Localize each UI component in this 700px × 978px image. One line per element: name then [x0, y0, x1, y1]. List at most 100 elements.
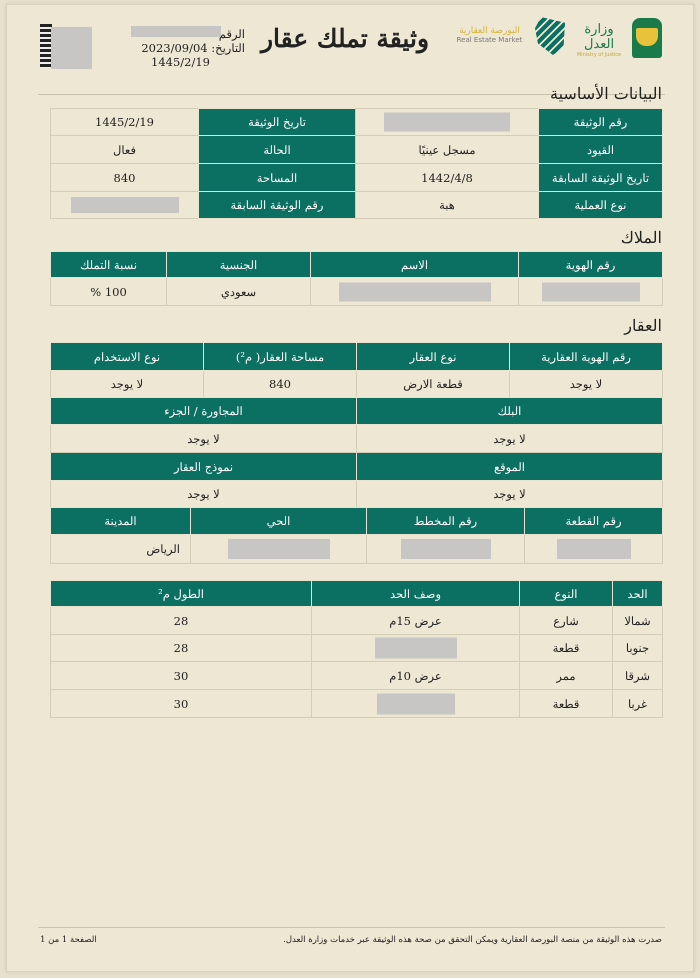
cell-length: 28 [50, 606, 312, 635]
header-description: وصف الحد [311, 580, 520, 607]
cell-description: عرض 15م [311, 606, 520, 635]
header-type: النوع [519, 580, 613, 607]
owner-id [518, 277, 663, 306]
header-length: الطول م² [50, 580, 312, 607]
value-prev-doc-number [50, 191, 199, 219]
date-gregorian: 2023/09/04 [141, 41, 208, 55]
section-title-owners: الملاك [620, 228, 662, 247]
footer-note: صدرت هذه الوثيقة من منصة البورصة العقاري… [283, 935, 662, 945]
cell-boundary: شرقا [612, 661, 663, 690]
value-neighbor-part: لا يوجد [50, 424, 357, 453]
table-row: الرياض [50, 534, 663, 564]
redacted-qr [51, 27, 92, 69]
value-property-id: لا يوجد [509, 370, 663, 398]
label-status: الحالة [198, 135, 356, 164]
table-row: رقم الوثيقة تاريخ الوثيقة 1445/2/19 [50, 108, 663, 136]
header-location: الموقع [356, 452, 663, 481]
value-property-type: قطعة الارض [356, 370, 510, 398]
table-header-row: الموقع نموذج العقار [50, 452, 663, 481]
table-header-row: رقم الهوية الاسم الجنسية نسبة التملك [50, 251, 663, 278]
header-nationality: الجنسية [166, 251, 311, 278]
table-row: لا يوجد قطعة الارض 840 لا يوجد [50, 370, 663, 398]
value-location: لا يوجد [356, 480, 663, 508]
value-doc-date: 1445/2/19 [50, 108, 199, 136]
date-hijri: 1445/2/19 [151, 55, 210, 69]
value-prev-doc-date: 1442/4/8 [355, 163, 539, 192]
value-restrictions: مسجل عينيًا [355, 135, 539, 164]
property-table-3: رقم القطعة رقم المخطط الحي المدينة الرياض [50, 507, 663, 564]
header-city: المدينة [50, 507, 191, 535]
cell-type: قطعة [519, 689, 613, 718]
owner-name [310, 277, 519, 306]
header-divider [38, 94, 665, 95]
cell-length: 30 [50, 661, 312, 690]
ministry-logo: وزارة العدل Ministry of Justice [576, 22, 622, 58]
label-doc-number: رقم الوثيقة [538, 108, 663, 136]
footer-divider [38, 927, 665, 928]
header-block: البلك [356, 397, 663, 425]
table-row: نوع العملية هبة رقم الوثيقة السابقة [50, 191, 663, 219]
header-boundary: الحد [612, 580, 663, 607]
cell-description [311, 634, 520, 662]
header-usage-type: نوع الاستخدام [50, 342, 204, 371]
cell-boundary: جنوبا [612, 634, 663, 662]
value-city: الرياض [50, 534, 191, 564]
cell-description: عرض 10م [311, 661, 520, 690]
cell-type: شارع [519, 606, 613, 635]
market-logo: البورصة العقارية Real Estate Market [456, 26, 523, 44]
cell-length: 30 [50, 689, 312, 718]
cell-length: 28 [50, 634, 312, 662]
cell-description [311, 689, 520, 718]
table-row: لا يوجد لا يوجد [50, 424, 663, 453]
header-ownership: نسبة التملك [50, 251, 167, 278]
value-status: فعال [50, 135, 199, 164]
page-title: وثيقة تملك عقار [260, 24, 430, 53]
date-label: التاريخ: [211, 41, 245, 55]
value-plot-number [524, 534, 663, 564]
document-meta: الرقم التاريخ: 2023/09/04 1445/2/19 [140, 27, 245, 69]
cell-boundary: غربا [612, 689, 663, 718]
owners-table: رقم الهوية الاسم الجنسية نسبة التملك سعودي 1… [50, 251, 663, 306]
header-plot-number: رقم القطعة [524, 507, 663, 535]
label-area: المساحة [198, 163, 356, 192]
header-property-type: نوع العقار [356, 342, 510, 371]
label-doc-date: تاريخ الوثيقة [198, 108, 356, 136]
property-table-1: رقم الهوية العقارية نوع العقار مساحة العقا… [50, 342, 663, 398]
owner-nationality: سعودي [166, 277, 311, 306]
header-plan-number: رقم المخطط [366, 507, 525, 535]
table-header-row: رقم الهوية العقارية نوع العقار مساحة العقا… [50, 342, 663, 371]
label-prev-doc-date: تاريخ الوثيقة السابقة [538, 163, 663, 192]
cell-type: قطعة [519, 634, 613, 662]
redacted-number [131, 26, 221, 37]
table-header-row: رقم القطعة رقم المخطط الحي المدينة [50, 507, 663, 535]
table-row: غربا قطعة 30 [50, 689, 663, 718]
ministry-emblem-icon [632, 18, 662, 58]
section-title-basic: البيانات الأساسية [550, 84, 662, 103]
table-row: لا يوجد لا يوجد [50, 480, 663, 508]
label-prev-doc-number: رقم الوثيقة السابقة [198, 191, 356, 219]
value-property-model: لا يوجد [50, 480, 357, 508]
table-row: جنوبا قطعة 28 [50, 634, 663, 662]
header-name: الاسم [310, 251, 519, 278]
header-property-model: نموذج العقار [50, 452, 357, 481]
value-district [190, 534, 367, 564]
cell-type: ممر [519, 661, 613, 690]
table-row: سعودي 100 % [50, 277, 663, 306]
label-operation-type: نوع العملية [538, 191, 663, 219]
header-property-id: رقم الهوية العقارية [509, 342, 663, 371]
value-area: 840 [50, 163, 199, 192]
header-property-area: مساحة العقار( م²) [203, 342, 357, 371]
table-row: القيود مسجل عينيًا الحالة فعال [50, 135, 663, 164]
section-title-property: العقار [624, 316, 662, 335]
table-row: شرقا ممر عرض 10م 30 [50, 661, 663, 690]
table-header-row: الحد النوع وصف الحد الطول م² [50, 580, 663, 607]
table-row: شمالا شارع عرض 15م 28 [50, 606, 663, 635]
qr-code [40, 24, 52, 68]
number-label: الرقم [218, 27, 245, 41]
owner-ownership: 100 % [50, 277, 167, 306]
value-operation-type: هبة [355, 191, 539, 219]
value-property-area: 840 [203, 370, 357, 398]
cell-boundary: شمالا [612, 606, 663, 635]
header-neighbor-part: المجاورة / الجزء [50, 397, 357, 425]
header-id: رقم الهوية [518, 251, 663, 278]
